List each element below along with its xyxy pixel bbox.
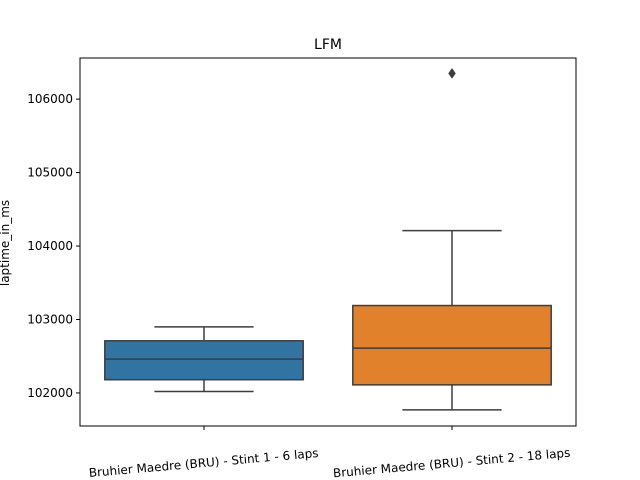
box-iqr [104, 340, 304, 381]
chart-title: LFM [314, 37, 342, 53]
y-axis-label: laptime_in_ms [0, 200, 12, 286]
axes-frame [79, 57, 577, 427]
y-tick-label: 106000 [27, 92, 73, 106]
y-tick-label: 103000 [27, 312, 73, 326]
plot-area: 102000 103000 104000 105000 106000 Bruhier Ma… [27, 57, 577, 480]
y-tick-label: 105000 [27, 166, 73, 180]
x-tick-label: Bruhier Maedre (BRU) - Stint 1 - 6 laps [88, 446, 319, 480]
y-tick-label: 104000 [27, 239, 73, 253]
outlier-point [448, 67, 456, 79]
box-iqr [352, 304, 552, 386]
x-tick-label: Bruhier Maedre (BRU) - Stint 2 - 18 laps [332, 446, 570, 480]
y-tick-label: 102000 [27, 386, 73, 400]
